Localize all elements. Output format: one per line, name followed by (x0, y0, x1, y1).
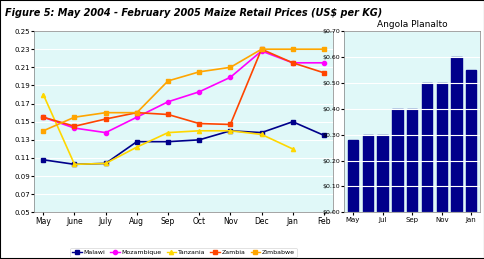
Legend: Malawi, Mozambique, Tanzania, Zambia, Zimbabwe: Malawi, Mozambique, Tanzania, Zambia, Zi… (70, 248, 296, 257)
Zambia (40, 116, 46, 119)
Mozambique (258, 49, 264, 53)
Zimbabwe (165, 79, 170, 82)
Bar (465, 70, 475, 212)
Malawi (196, 138, 202, 141)
Zambia (320, 71, 326, 74)
Tanzania (258, 133, 264, 136)
Bar (436, 83, 446, 212)
Mozambique (289, 61, 295, 64)
Zambia (134, 111, 139, 114)
Tanzania (40, 93, 46, 96)
Mozambique (227, 76, 233, 79)
Malawi (40, 158, 46, 161)
Tanzania (165, 131, 170, 134)
Zambia (289, 61, 295, 64)
Bar (451, 57, 461, 212)
Zimbabwe (134, 111, 139, 114)
Bar (377, 135, 387, 212)
Zimbabwe (289, 48, 295, 51)
Zambia (165, 113, 170, 116)
Bar (347, 140, 357, 212)
Zimbabwe (227, 66, 233, 69)
Mozambique (196, 90, 202, 93)
Malawi (258, 131, 264, 134)
Zimbabwe (258, 48, 264, 51)
Line: Malawi: Malawi (41, 120, 325, 167)
Tanzania (196, 129, 202, 132)
Bar (421, 83, 431, 212)
Bar (406, 109, 416, 212)
Malawi (134, 140, 139, 143)
Line: Mozambique: Mozambique (41, 49, 325, 135)
Bar (392, 109, 402, 212)
Malawi (289, 120, 295, 123)
Line: Tanzania: Tanzania (41, 92, 294, 167)
Zimbabwe (40, 129, 46, 132)
Malawi (227, 129, 233, 132)
Mozambique (165, 100, 170, 103)
Tanzania (289, 147, 295, 150)
Zimbabwe (72, 116, 77, 119)
Malawi (320, 134, 326, 137)
Zimbabwe (196, 70, 202, 74)
Mozambique (320, 61, 326, 64)
Zambia (103, 118, 108, 121)
Zimbabwe (320, 48, 326, 51)
Zimbabwe (103, 111, 108, 114)
Line: Zimbabwe: Zimbabwe (41, 47, 325, 133)
Zambia (72, 125, 77, 128)
Mozambique (103, 131, 108, 134)
Malawi (103, 162, 108, 165)
Line: Zambia: Zambia (41, 47, 325, 128)
Mozambique (72, 127, 77, 130)
Tanzania (72, 163, 77, 166)
Tanzania (103, 162, 108, 165)
Text: Figure 5: May 2004 - February 2005 Maize Retail Prices (US$ per KG): Figure 5: May 2004 - February 2005 Maize… (5, 8, 381, 18)
Mozambique (134, 116, 139, 119)
Malawi (72, 163, 77, 166)
Tanzania (134, 146, 139, 149)
Mozambique (40, 116, 46, 119)
Zambia (227, 123, 233, 126)
Title: Angola Planalto: Angola Planalto (376, 20, 447, 29)
Tanzania (227, 129, 233, 132)
Malawi (165, 140, 170, 143)
Zambia (258, 48, 264, 51)
Zambia (196, 122, 202, 125)
Bar (362, 135, 372, 212)
